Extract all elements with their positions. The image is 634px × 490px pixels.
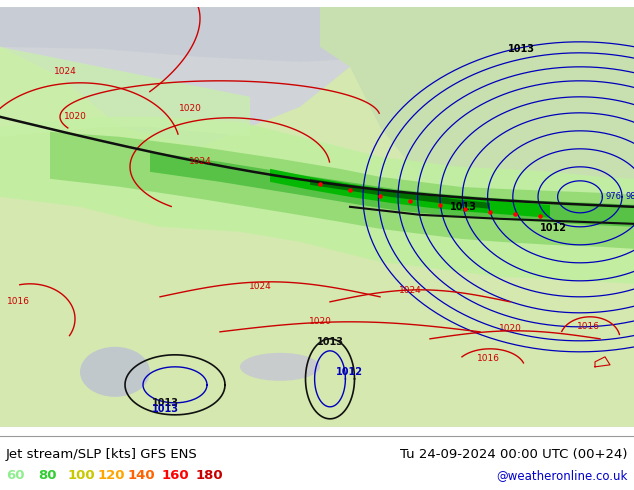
Polygon shape: [320, 7, 634, 227]
Text: @weatheronline.co.uk: @weatheronline.co.uk: [496, 469, 628, 483]
Polygon shape: [150, 152, 634, 227]
Text: 1024: 1024: [399, 286, 422, 295]
Text: 1024: 1024: [189, 157, 211, 166]
Polygon shape: [270, 169, 550, 218]
Text: 1013: 1013: [152, 398, 179, 408]
Text: 1016: 1016: [6, 297, 30, 306]
Ellipse shape: [80, 347, 150, 397]
Point: [510, 210, 520, 218]
Text: Jet stream/SLP [kts] GFS ENS: Jet stream/SLP [kts] GFS ENS: [6, 448, 198, 461]
Text: 1020: 1020: [309, 318, 332, 326]
Text: 180: 180: [196, 469, 224, 483]
Polygon shape: [0, 117, 634, 284]
Ellipse shape: [240, 353, 320, 381]
Text: 60: 60: [6, 469, 25, 483]
Text: 1020: 1020: [63, 112, 86, 122]
Text: 1016: 1016: [576, 322, 600, 331]
Text: 1012: 1012: [540, 223, 567, 233]
Point: [375, 192, 385, 200]
Text: 1013: 1013: [450, 202, 477, 212]
Text: 1024: 1024: [54, 67, 76, 76]
Point: [345, 186, 355, 194]
Text: 1024: 1024: [249, 282, 271, 292]
Polygon shape: [50, 132, 634, 249]
Text: 120: 120: [98, 469, 126, 483]
Text: 80: 80: [38, 469, 56, 483]
Text: 980: 980: [625, 193, 634, 201]
Text: 1020: 1020: [498, 324, 521, 333]
Text: 976: 976: [605, 193, 621, 201]
Polygon shape: [310, 179, 490, 209]
Text: 100: 100: [68, 469, 96, 483]
Text: 1013: 1013: [316, 337, 344, 347]
Text: 1020: 1020: [179, 104, 202, 113]
Text: 160: 160: [162, 469, 190, 483]
Point: [435, 201, 445, 209]
Text: 1016: 1016: [477, 354, 500, 363]
Polygon shape: [0, 7, 634, 62]
Point: [460, 205, 470, 213]
Text: 140: 140: [128, 469, 155, 483]
Text: 1013: 1013: [508, 44, 535, 54]
Point: [485, 208, 495, 216]
Text: Tu 24-09-2024 00:00 UTC (00+24): Tu 24-09-2024 00:00 UTC (00+24): [401, 448, 628, 461]
Point: [315, 180, 325, 188]
Polygon shape: [0, 47, 250, 137]
Text: 1013: 1013: [152, 404, 179, 414]
Point: [405, 197, 415, 205]
Point: [535, 212, 545, 220]
Text: 1012: 1012: [336, 367, 363, 377]
Polygon shape: [0, 47, 634, 427]
